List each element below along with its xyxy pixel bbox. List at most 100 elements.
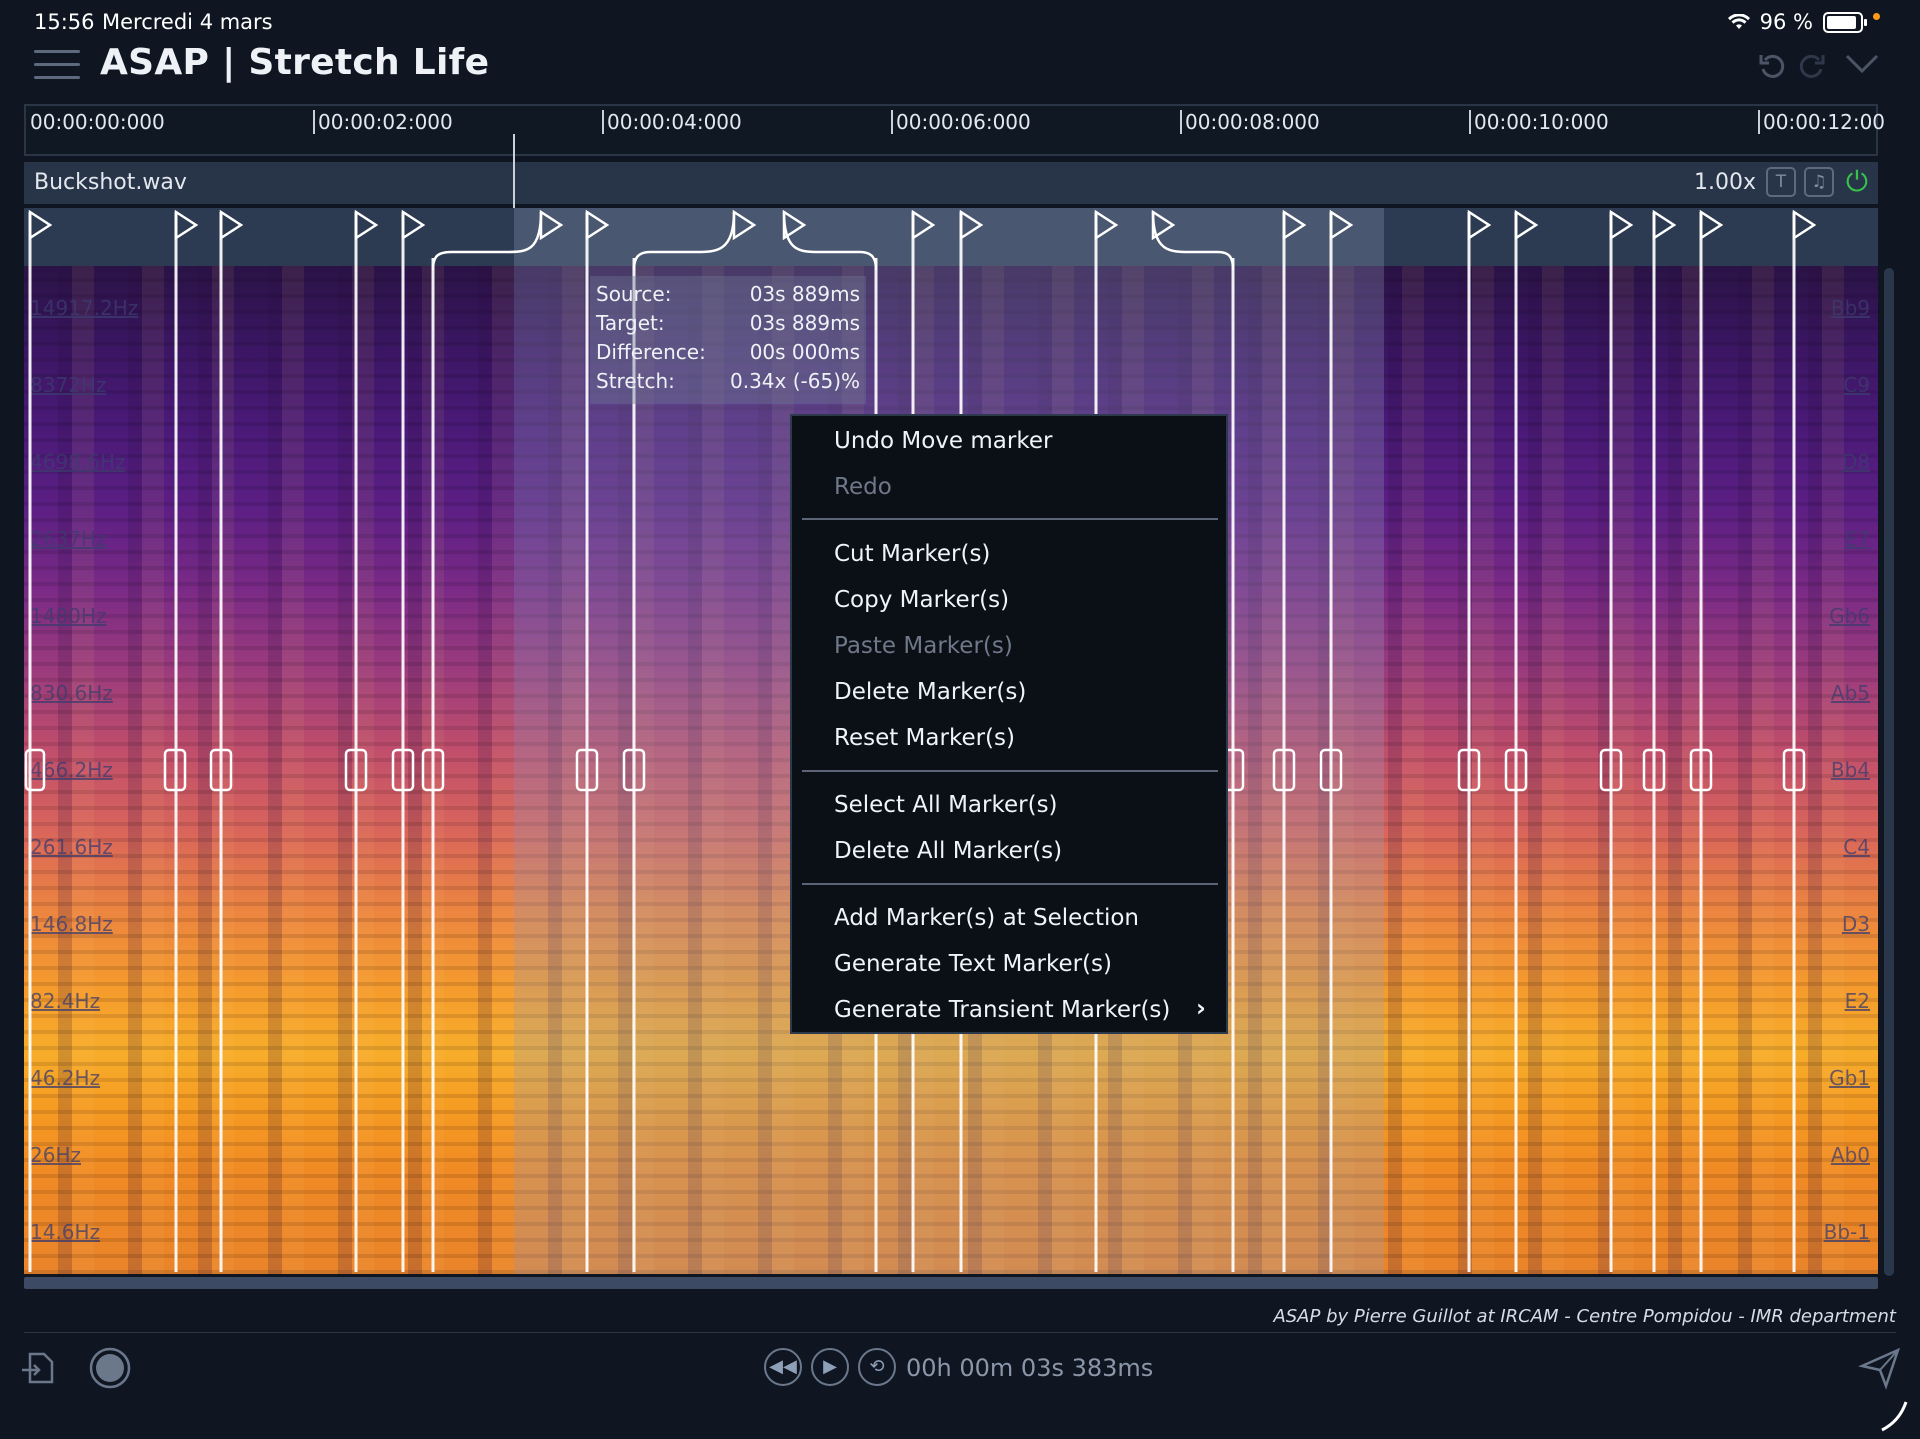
ruler-tick-label: 00:00:00:000: [30, 110, 165, 134]
info-label: Source:: [596, 282, 672, 306]
menu-item-delete-markers[interactable]: Delete Marker(s): [834, 679, 1027, 705]
power-icon[interactable]: ⏻: [1845, 165, 1869, 198]
menu-separator: [802, 518, 1218, 520]
status-right: 96 %: [1727, 10, 1880, 34]
freq-label: 1480Hz: [30, 604, 107, 628]
freq-label: 82.4Hz: [30, 989, 101, 1013]
export-icon[interactable]: [18, 1346, 62, 1394]
marker-handles[interactable]: [24, 748, 1806, 792]
track-header[interactable]: Buckshot.wav 1.00x T ♫ ⏻: [24, 162, 1878, 204]
freq-label: 14.6Hz: [30, 1220, 101, 1244]
note-label: Ab0: [1830, 1143, 1870, 1167]
menu-item-undo[interactable]: Undo Move marker: [834, 428, 1053, 454]
note-label: Bb9: [1830, 296, 1870, 320]
context-menu: Undo Move marker Redo Cut Marker(s) Copy…: [790, 414, 1228, 1034]
loop-icon[interactable]: ⟲: [858, 1348, 896, 1386]
info-row-stretch: Stretch: 0.34x (-65)%: [596, 369, 860, 393]
ruler-tick-label: 00:00:12:00: [1763, 110, 1886, 134]
vertical-scrollbar[interactable]: [1884, 268, 1894, 1276]
send-icon[interactable]: [1858, 1346, 1902, 1394]
footer-divider: [24, 1332, 1896, 1333]
menu-item-generate-transient-markers[interactable]: Generate Transient Marker(s): [834, 997, 1171, 1023]
info-value: 03s 889ms: [749, 311, 860, 335]
battery-percent: 96 %: [1759, 10, 1813, 34]
info-label: Target:: [596, 311, 665, 335]
freq-label: 146.8Hz: [30, 912, 113, 936]
marker-flags[interactable]: [28, 209, 1817, 241]
menu-item-redo[interactable]: Redo: [834, 474, 892, 500]
info-value: 00s 000ms: [749, 340, 860, 364]
menu-separator: [802, 770, 1218, 772]
menu-item-reset-markers[interactable]: Reset Marker(s): [834, 725, 1015, 751]
menu-item-delete-all-markers[interactable]: Delete All Marker(s): [834, 838, 1063, 864]
note-label: Bb4: [1830, 758, 1870, 782]
note-label: D3: [1841, 912, 1870, 936]
ruler-tick: [602, 110, 604, 134]
note-label: Bb-1: [1823, 1220, 1870, 1244]
record-icon[interactable]: [88, 1346, 132, 1394]
note-label: D8: [1841, 450, 1870, 474]
resize-corner-icon[interactable]: [1880, 1400, 1910, 1436]
note-label: C4: [1843, 835, 1870, 859]
marker-lane[interactable]: [24, 208, 1878, 266]
track-rate: 1.00x: [1694, 170, 1757, 195]
info-row-source: Source: 03s 889ms: [596, 282, 860, 306]
ruler-tick: [1469, 110, 1471, 134]
text-marker-icon[interactable]: T: [1766, 167, 1796, 197]
ruler-tick: [313, 110, 315, 134]
menu-item-paste-markers[interactable]: Paste Marker(s): [834, 633, 1013, 659]
menu-item-cut-markers[interactable]: Cut Marker(s): [834, 541, 991, 567]
menu-item-generate-text-markers[interactable]: Generate Text Marker(s): [834, 951, 1112, 977]
status-bar: 15:56 Mercredi 4 mars 96 %: [0, 0, 1920, 44]
playback-timecode: 00h 00m 03s 383ms: [906, 1354, 1154, 1382]
freq-label: 4698.6Hz: [30, 450, 126, 474]
freq-label: 8372Hz: [30, 373, 107, 397]
info-value: 03s 889ms: [749, 282, 860, 306]
status-time: 15:56: [34, 10, 95, 34]
menu-item-select-all-markers[interactable]: Select All Marker(s): [834, 792, 1058, 818]
info-label: Stretch:: [596, 369, 675, 393]
battery-icon: [1823, 11, 1867, 33]
ruler-tick: [1180, 110, 1182, 134]
wifi-icon: [1727, 14, 1750, 29]
freq-label: 830.6Hz: [30, 681, 113, 705]
rewind-icon[interactable]: ◀◀: [764, 1348, 802, 1386]
hamburger-icon[interactable]: [34, 50, 80, 80]
note-icon[interactable]: ♫: [1804, 167, 1834, 197]
menu-item-add-markers-at-selection[interactable]: Add Marker(s) at Selection: [834, 905, 1139, 931]
ruler-tick-label: 00:00:06:000: [896, 110, 1031, 134]
play-icon[interactable]: ▶: [811, 1348, 849, 1386]
ruler-tick-label: 00:00:04:000: [607, 110, 742, 134]
note-label: Gb6: [1829, 604, 1870, 628]
ruler-tick-label: 00:00:08:000: [1185, 110, 1320, 134]
recording-indicator-dot: [1873, 12, 1880, 20]
ruler-tick-label: 00:00:02:000: [318, 110, 453, 134]
redo-icon[interactable]: [1794, 50, 1830, 84]
chevron-down-icon[interactable]: [1844, 50, 1880, 84]
menu-item-copy-markers[interactable]: Copy Marker(s): [834, 587, 1010, 613]
note-label: E7: [1844, 527, 1870, 551]
freq-label: 14917.2Hz: [30, 296, 139, 320]
horizontal-scrollbar[interactable]: [24, 1277, 1878, 1289]
note-label: C9: [1843, 373, 1870, 397]
credits-text: ASAP by Pierre Guillot at IRCAM - Centre…: [1273, 1306, 1896, 1327]
time-ruler[interactable]: 00:00:00:000 00:00:02:000 00:00:04:000 0…: [24, 104, 1885, 156]
info-row-target: Target: 03s 889ms: [596, 311, 860, 335]
status-date: Mercredi 4 mars: [102, 10, 273, 34]
freq-label: 46.2Hz: [30, 1066, 101, 1090]
app-title: ASAP | Stretch Life: [100, 42, 490, 83]
freq-label: 261.6Hz: [30, 835, 113, 859]
marker-connectors: [431, 211, 1235, 271]
note-label: Gb1: [1829, 1066, 1870, 1090]
menu-separator: [802, 883, 1218, 885]
note-label: E2: [1844, 989, 1870, 1013]
info-value: 0.34x (-65)%: [730, 369, 860, 393]
freq-label: 26Hz: [30, 1143, 81, 1167]
undo-icon[interactable]: [1754, 50, 1790, 84]
playhead[interactable]: [513, 134, 515, 214]
chevron-right-icon: ›: [1196, 994, 1206, 1022]
stretch-info-panel: Source: 03s 889ms Target: 03s 889ms Diff…: [590, 276, 866, 404]
note-label: Ab5: [1830, 681, 1870, 705]
ruler-tick-label: 00:00:10:000: [1474, 110, 1609, 134]
info-label: Difference:: [596, 340, 706, 364]
